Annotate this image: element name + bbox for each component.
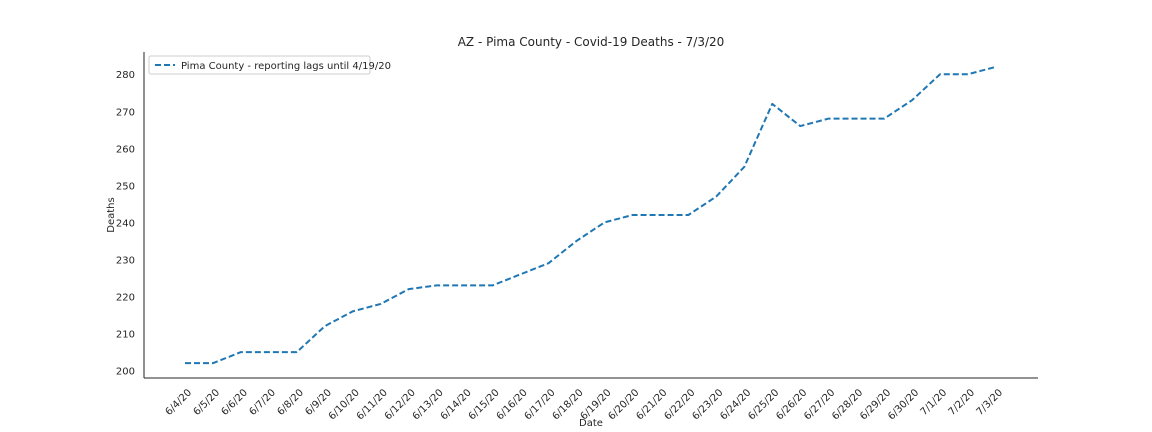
x-tick-label: 6/30/20 xyxy=(886,387,921,422)
x-tick-label: 7/3/20 xyxy=(975,387,1006,418)
y-tick-label: 260 xyxy=(116,144,135,155)
y-tick-label: 230 xyxy=(116,255,135,266)
x-tick-label: 6/4/20 xyxy=(164,387,195,418)
ticks-layer: 2002102202302402502602702806/4/206/5/206… xyxy=(116,70,1005,422)
x-tick-label: 6/7/20 xyxy=(247,387,278,418)
series-layer xyxy=(185,65,997,365)
legend-label: Pima County - reporting lags until 4/19/… xyxy=(181,61,391,72)
x-tick-label: 7/2/20 xyxy=(947,387,978,418)
y-tick-label: 270 xyxy=(116,107,135,118)
y-tick-label: 240 xyxy=(116,218,135,229)
x-tick-label: 7/1/20 xyxy=(919,387,950,418)
y-axis-label: Deaths xyxy=(106,197,117,232)
legend-box xyxy=(148,55,371,75)
chart-title: AZ - Pima County - Covid-19 Deaths - 7/3… xyxy=(458,35,725,49)
x-tick-label: 6/5/20 xyxy=(192,387,223,418)
plot-area xyxy=(143,52,1038,379)
series-line-pima-county xyxy=(185,65,997,365)
y-tick-label: 250 xyxy=(116,181,135,192)
y-tick-label: 200 xyxy=(116,367,135,378)
x-tick-label: 6/6/20 xyxy=(220,387,251,418)
x-axis-label: Date xyxy=(579,418,603,429)
y-tick-label: 210 xyxy=(116,330,135,341)
y-tick-label: 280 xyxy=(116,70,135,81)
x-tick-label: 6/8/20 xyxy=(275,387,306,418)
y-tick-label: 220 xyxy=(116,293,135,304)
legend: Pima County - reporting lags until 4/19/… xyxy=(148,55,391,75)
